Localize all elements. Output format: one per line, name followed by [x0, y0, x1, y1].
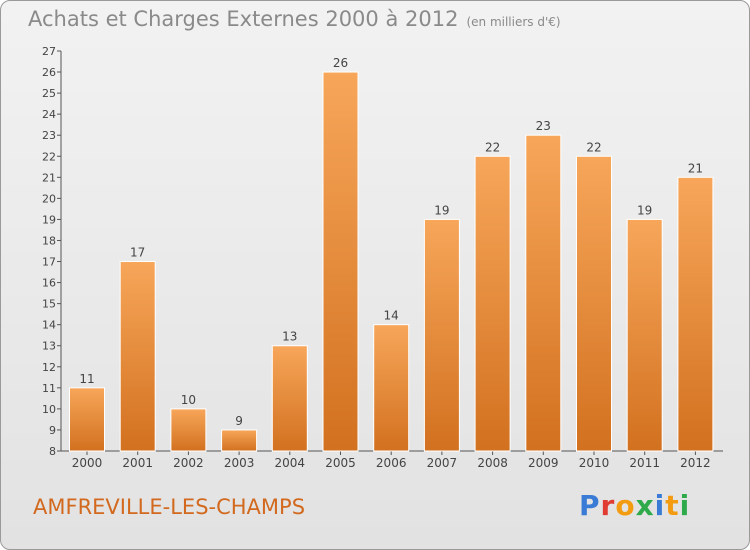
chart-title-text: Achats et Charges Externes 2000 à 2012 [28, 7, 459, 31]
x-tick-label: 2005 [325, 456, 356, 470]
x-tick-label: 2007 [427, 456, 458, 470]
bar-2004 [271, 345, 308, 452]
y-tick-label: 12 [42, 361, 56, 374]
data-label: 10 [181, 393, 196, 407]
x-tick-label: 2001 [122, 456, 153, 470]
y-tick-label: 18 [42, 234, 56, 247]
data-label: 22 [586, 140, 601, 154]
y-tick-label: 27 [42, 45, 56, 58]
x-tick-label: 2003 [224, 456, 255, 470]
data-label: 21 [688, 161, 703, 175]
bar-2007 [423, 218, 460, 452]
data-label: 22 [485, 140, 500, 154]
x-tick-label: 2010 [579, 456, 610, 470]
y-tick-label: 20 [42, 192, 56, 205]
data-label: 23 [536, 119, 551, 133]
chart-title: Achats et Charges Externes 2000 à 2012 (e… [28, 7, 561, 31]
x-tick-label: 2011 [629, 456, 660, 470]
bar-2003 [221, 429, 258, 452]
bar-2000 [69, 387, 105, 452]
data-label: 11 [79, 372, 94, 386]
data-label: 13 [282, 330, 297, 344]
chart-subtitle: (en milliers d'€) [466, 15, 561, 29]
bar-2005 [322, 71, 359, 452]
data-label: 14 [384, 309, 399, 323]
y-tick-label: 26 [42, 66, 56, 79]
y-tick-label: 9 [49, 424, 56, 437]
y-tick-label: 17 [42, 256, 56, 269]
chart-axes: 8 9 10 11 12 13 14 15 16 17 18 19 20 21 22 23 24 25 26 27 [42, 45, 723, 458]
logo-letter: x [635, 489, 655, 522]
y-tick-label: 14 [42, 319, 56, 332]
bar-2009 [525, 134, 562, 452]
y-tick-label: 22 [42, 150, 56, 163]
chart-bars [69, 71, 714, 452]
logo-letter: t [665, 489, 680, 522]
y-tick-label: 19 [42, 213, 56, 226]
bar-2010 [576, 155, 612, 452]
logo-letter: r [600, 489, 616, 522]
y-tick-label: 8 [49, 445, 56, 458]
data-label: 19 [637, 203, 652, 217]
logo-letter: P [579, 489, 601, 522]
bar-2002 [170, 408, 207, 452]
y-tick-label: 11 [42, 382, 56, 395]
proxiti-logo[interactable]: Proxiti [579, 489, 690, 522]
x-tick-label: 2009 [528, 456, 559, 470]
y-tick-label: 24 [42, 108, 56, 121]
chart-labels: 11 2000 17 2001 10 2002 9 2003 13 2004 26 2005 14 200… [72, 56, 711, 470]
y-tick-label: 10 [42, 403, 56, 416]
data-label: 26 [333, 56, 348, 70]
bar-2001 [119, 261, 156, 452]
bar-2012 [677, 176, 714, 452]
data-label: 19 [434, 203, 449, 217]
y-tick-label: 15 [42, 298, 56, 311]
y-tick-label: 25 [42, 87, 56, 100]
x-tick-label: 2006 [376, 456, 407, 470]
commune-name: AMFREVILLE-LES-CHAMPS [33, 495, 306, 519]
y-tick-label: 21 [42, 171, 56, 184]
y-tick-label: 16 [42, 277, 56, 290]
x-tick-label: 2004 [275, 456, 306, 470]
data-label: 17 [130, 246, 145, 260]
data-label: 9 [235, 414, 243, 428]
bar-2011 [626, 218, 663, 452]
y-tick-label: 13 [42, 340, 56, 353]
bar-2006 [373, 324, 410, 452]
x-tick-label: 2008 [477, 456, 508, 470]
y-tick-label: 23 [42, 129, 56, 142]
logo-letter: i [654, 489, 666, 522]
logo-letter: i [679, 489, 691, 522]
x-tick-label: 2012 [680, 456, 711, 470]
x-tick-label: 2000 [72, 456, 103, 470]
bar-2008 [474, 155, 511, 452]
logo-letter: o [615, 489, 636, 522]
x-tick-label: 2002 [173, 456, 204, 470]
